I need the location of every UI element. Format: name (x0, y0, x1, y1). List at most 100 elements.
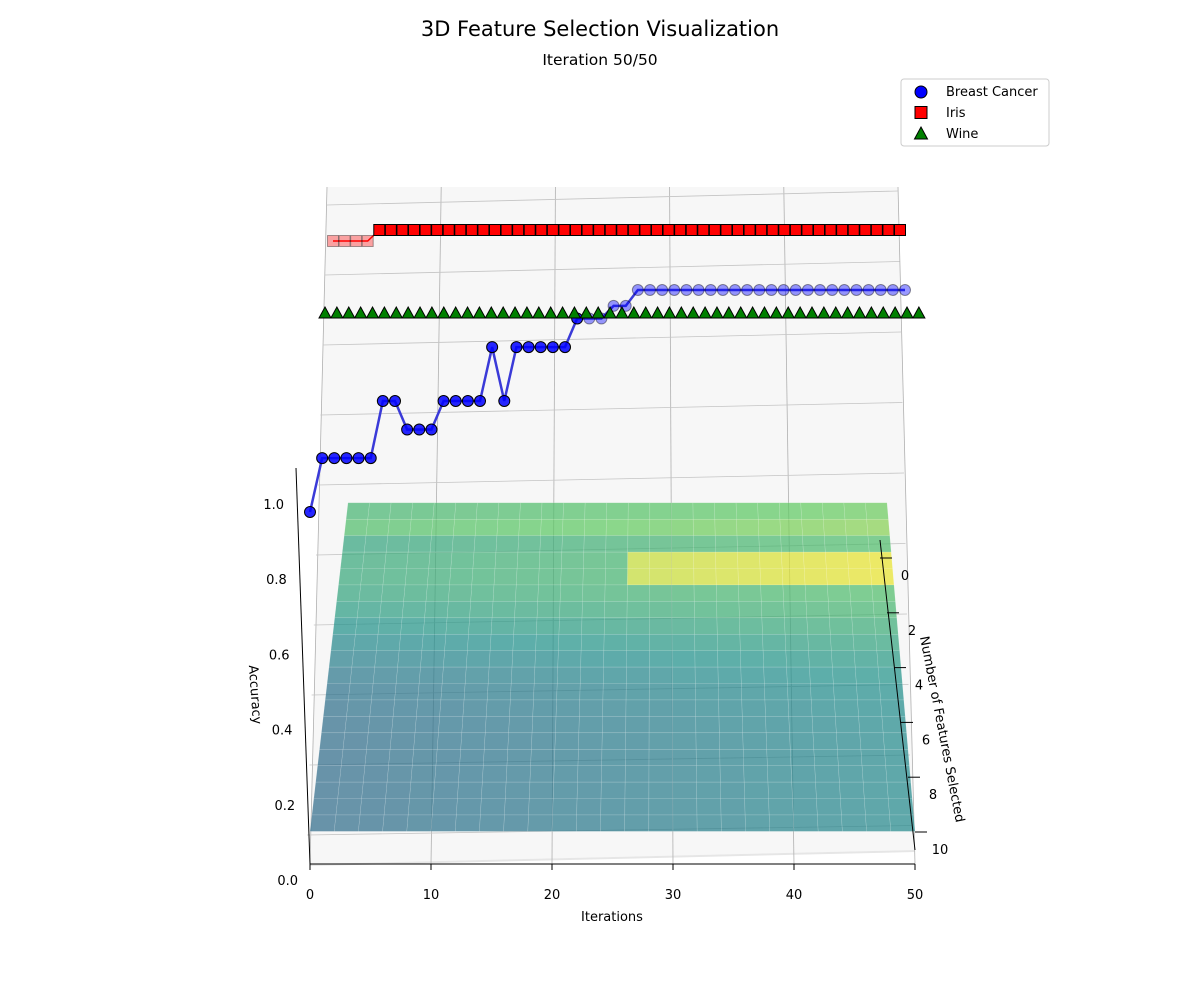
breast-cancer-point (389, 395, 401, 407)
surface-cell (865, 814, 892, 832)
surface-cell (763, 666, 788, 684)
iris-point (836, 224, 849, 236)
surface-cell (718, 683, 743, 701)
surface-cell (840, 798, 866, 816)
surface-cell (376, 633, 401, 651)
surface-cell (560, 568, 584, 586)
surface-cell (830, 633, 855, 651)
iris-point (870, 224, 883, 236)
surface-cell (624, 814, 650, 832)
accuracy-surface (309, 502, 916, 832)
surface-cell (582, 568, 606, 586)
surface-cell (831, 650, 856, 668)
wine-point (508, 305, 522, 319)
surface-cell (504, 798, 530, 816)
surface-cell (514, 601, 539, 619)
wine-point (318, 305, 332, 319)
surface-cell (627, 535, 650, 553)
surface-cell (407, 535, 432, 553)
surface-cell (742, 732, 768, 750)
surface-cell (626, 633, 650, 651)
breast-cancer-point (692, 284, 705, 296)
surface-cell (805, 601, 830, 619)
surface-cell (372, 666, 398, 684)
surface-cell (626, 617, 650, 635)
surface-cell (552, 798, 578, 816)
surface-cell (468, 617, 493, 635)
surface-cell (737, 568, 761, 586)
breast-cancer-point (680, 284, 693, 296)
wine-point (876, 305, 891, 319)
surface-cell (445, 617, 470, 635)
surface-cell (761, 601, 785, 619)
surface-cell (460, 732, 486, 750)
surface-cell (443, 650, 468, 668)
surface-cell (778, 502, 802, 520)
surface-cell (533, 666, 559, 684)
surface-cell (839, 781, 865, 799)
surface-cell (858, 716, 884, 734)
surface-cell (626, 650, 650, 668)
surface-cell (387, 518, 412, 536)
surface-cell (715, 551, 739, 569)
iris-point (546, 224, 559, 236)
surface-cell (604, 584, 628, 602)
surface-cell (671, 666, 696, 684)
surface-cell (765, 732, 791, 750)
iris-point (847, 224, 860, 236)
surface-cell (340, 749, 367, 766)
surface-cell (605, 551, 628, 569)
z-axis-line (295, 467, 311, 865)
surface-cell (410, 502, 435, 520)
surface-cell (321, 716, 347, 734)
surface-cell (693, 551, 717, 569)
surface-cell (388, 749, 414, 766)
surface-cell (605, 535, 629, 553)
wine-point (793, 305, 807, 319)
surface-cell (672, 765, 697, 783)
surface-cell (736, 518, 760, 536)
legend-label-wine: Wine (946, 127, 978, 142)
surface-cell (843, 502, 867, 520)
surface-cell (407, 798, 434, 816)
surface-cell (355, 617, 380, 635)
surface-cell (439, 699, 465, 717)
surface-cell (804, 584, 829, 602)
wine-point (591, 305, 606, 319)
legend-frame (900, 78, 1050, 147)
surface-cell (510, 683, 535, 701)
surface-cell (346, 699, 372, 717)
surface-cell (672, 732, 697, 750)
surface-cell (515, 584, 539, 602)
surface-cell (815, 781, 841, 799)
surface-cell (601, 749, 626, 766)
wine-point (603, 305, 617, 319)
surface-cell (364, 749, 391, 766)
breast-cancer-point (328, 452, 341, 465)
surface-cell (735, 502, 759, 520)
surface-cell (648, 683, 673, 701)
surface-cell (649, 601, 673, 619)
surface-cell (625, 683, 650, 701)
chart-title: 3D Feature Selection Visualization (421, 17, 779, 41)
surface-cell (783, 601, 808, 619)
surface-cell (742, 716, 767, 734)
surface-cell (576, 781, 602, 799)
surface-cell (825, 551, 849, 569)
surface-cell (554, 732, 580, 750)
surface-cell (849, 584, 874, 602)
iris-point (801, 224, 814, 236)
breast-cancer-point (559, 341, 571, 354)
surface-cell (374, 650, 400, 668)
surface-cell (434, 765, 460, 783)
surface-cell (427, 568, 452, 586)
iris-point (373, 224, 386, 236)
iris-point (523, 224, 536, 236)
surface-cell (580, 650, 605, 668)
surface-cell (389, 732, 416, 750)
surface-cell (454, 814, 481, 832)
surface-cell (672, 749, 697, 766)
surface-cell (400, 617, 425, 635)
surface-cell (816, 798, 842, 816)
surface-cell (739, 617, 763, 635)
